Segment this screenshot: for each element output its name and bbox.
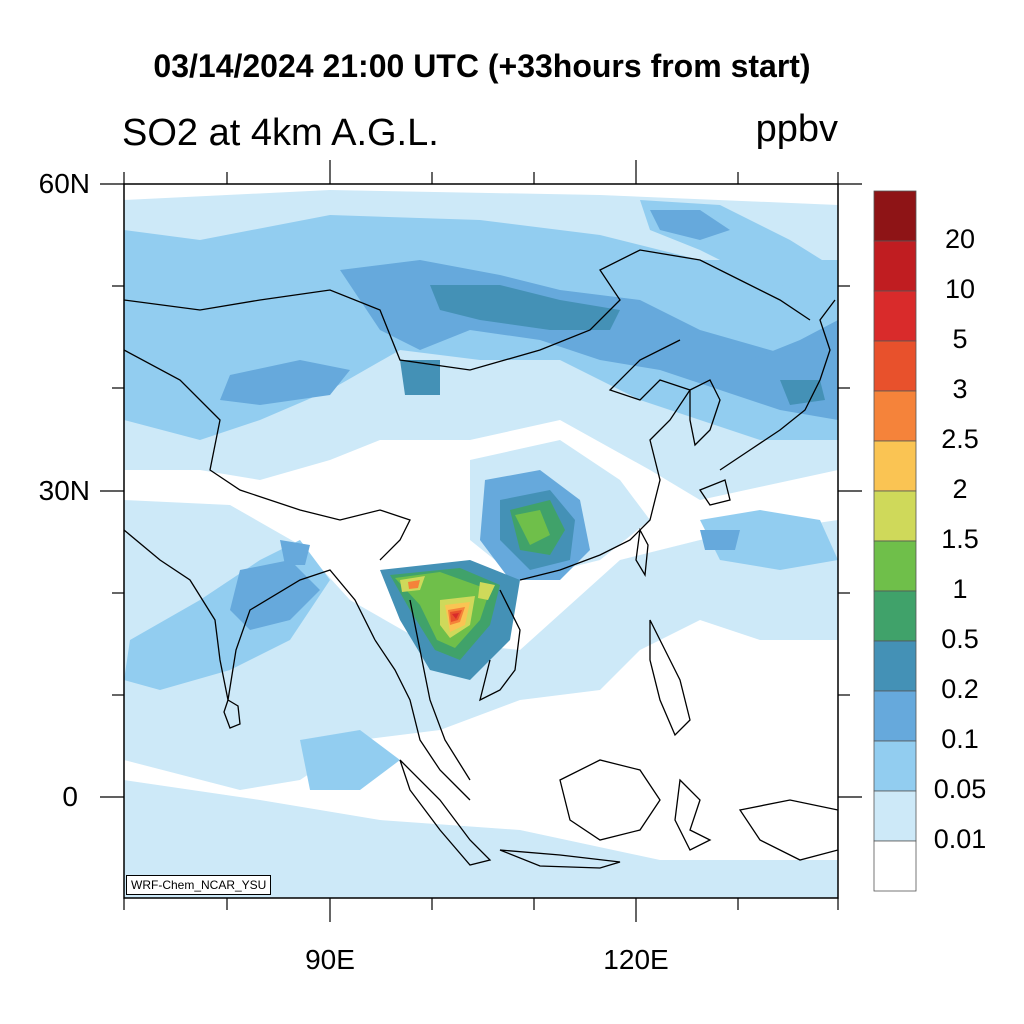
colorbar-label: 3 [952, 374, 968, 404]
colorbar-label: 1.5 [941, 524, 979, 554]
lat-label-0: 0 [62, 781, 78, 812]
colorbar-swatch [873, 240, 917, 292]
colorbar-swatch [873, 290, 917, 342]
colorbar-swatch [873, 790, 917, 842]
map-title: 03/14/2024 21:00 UTC (+33hours from star… [153, 48, 811, 84]
colorbar-swatch [873, 640, 917, 692]
colorbar-label: 0.01 [933, 824, 987, 854]
model-credit: WRF-Chem_NCAR_YSU [126, 875, 272, 895]
colorbar-label: 0.2 [941, 674, 979, 704]
colorbar-swatch [873, 440, 917, 492]
colorbar-label: 0.5 [941, 624, 979, 654]
colorbar-label: 10 [944, 274, 976, 304]
colorbar-swatch [873, 390, 917, 442]
colorbar-swatch [873, 490, 917, 542]
colorbar-swatch [873, 540, 917, 592]
colorbar-label: 0.05 [933, 774, 987, 804]
colorbar-label: 2.5 [941, 424, 979, 454]
colorbar-label: 2 [952, 474, 968, 504]
lon-label-120e: 120E [603, 944, 669, 975]
colorbar-swatch [873, 840, 917, 892]
variable-label: SO2 at 4km A.G.L. [122, 112, 439, 154]
colorbar-label: 0.1 [941, 724, 979, 754]
lon-label-90e: 90E [305, 944, 355, 975]
lat-label-60n: 60N [38, 168, 90, 199]
colorbar-swatch [873, 740, 917, 792]
colorbar-label: 20 [944, 224, 976, 254]
colorbar-label: 5 [952, 324, 968, 354]
colorbar-label: 1 [952, 574, 968, 604]
so2-field [124, 190, 838, 898]
colorbar-swatch [873, 340, 917, 392]
lat-label-30n: 30N [38, 475, 90, 506]
map-frame [123, 183, 839, 899]
units-label: ppbv [755, 108, 838, 150]
colorbar [873, 190, 917, 892]
colorbar-swatch [873, 690, 917, 742]
colorbar-swatch [873, 590, 917, 642]
colorbar-swatch [873, 190, 917, 242]
